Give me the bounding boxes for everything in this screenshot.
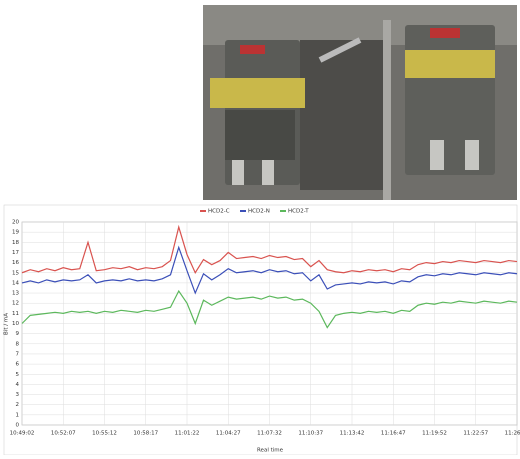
- legend-label: HCD2-T: [288, 209, 309, 215]
- y-tick-label: 12: [12, 301, 19, 307]
- y-tick-label: 0: [16, 423, 20, 429]
- y-tick-label: 4: [16, 382, 20, 388]
- x-tick-label: 11:04:27: [216, 431, 241, 437]
- x-tick-label: 11:22:57: [463, 431, 488, 437]
- x-tick-label: 10:52:07: [51, 431, 76, 437]
- y-tick-label: 10: [12, 321, 19, 327]
- legend-label: HCD2-C: [208, 209, 230, 215]
- y-tick-label: 13: [12, 291, 19, 297]
- y-tick-label: 1: [16, 412, 20, 418]
- y-tick-label: 5: [16, 372, 20, 378]
- page: {"chart_data": {"type": "line", "title":…: [0, 0, 520, 455]
- x-tick-label: 11:07:32: [257, 431, 282, 437]
- device-photo: [203, 5, 517, 200]
- x-tick-label: 11:16:47: [381, 431, 406, 437]
- x-tick-label: 11:01:22: [175, 431, 200, 437]
- x-tick-label: 11:26:02: [505, 431, 520, 437]
- legend: HCD2-C HCD2-N HCD2-T: [200, 209, 309, 215]
- y-axis-title: Bit / mA: [4, 313, 10, 335]
- y-tick-label: 7: [16, 351, 20, 357]
- y-tick-label: 3: [16, 392, 20, 398]
- y-tick-label: 18: [12, 240, 19, 246]
- x-tick-label: 11:13:42: [340, 431, 365, 437]
- y-tick-label: 9: [16, 331, 20, 337]
- x-tick-label: 10:55:12: [92, 431, 117, 437]
- y-tick-label: 14: [12, 280, 19, 286]
- x-tick-label: 11:19:52: [422, 431, 447, 437]
- y-tick-label: 20: [12, 220, 19, 226]
- x-tick-label: 10:58:17: [133, 431, 158, 437]
- chart: HCD2-C HCD2-N HCD2-T Bit / mA Real time 0 1…: [0, 0, 520, 455]
- y-tick-label: 15: [12, 270, 19, 276]
- legend-label: HCD2-N: [248, 209, 270, 215]
- y-tick-label: 17: [12, 250, 19, 256]
- y-tick-label: 16: [12, 260, 19, 266]
- y-tick-label: 11: [12, 311, 19, 317]
- x-tick-label: 10:49:02: [10, 431, 35, 437]
- y-tick-label: 8: [16, 341, 20, 347]
- y-tick-label: 6: [16, 362, 20, 368]
- x-axis-title: Real time: [257, 448, 284, 454]
- x-tick-label: 11:10:37: [298, 431, 323, 437]
- y-tick-label: 19: [12, 230, 19, 236]
- y-tick-label: 2: [16, 402, 20, 408]
